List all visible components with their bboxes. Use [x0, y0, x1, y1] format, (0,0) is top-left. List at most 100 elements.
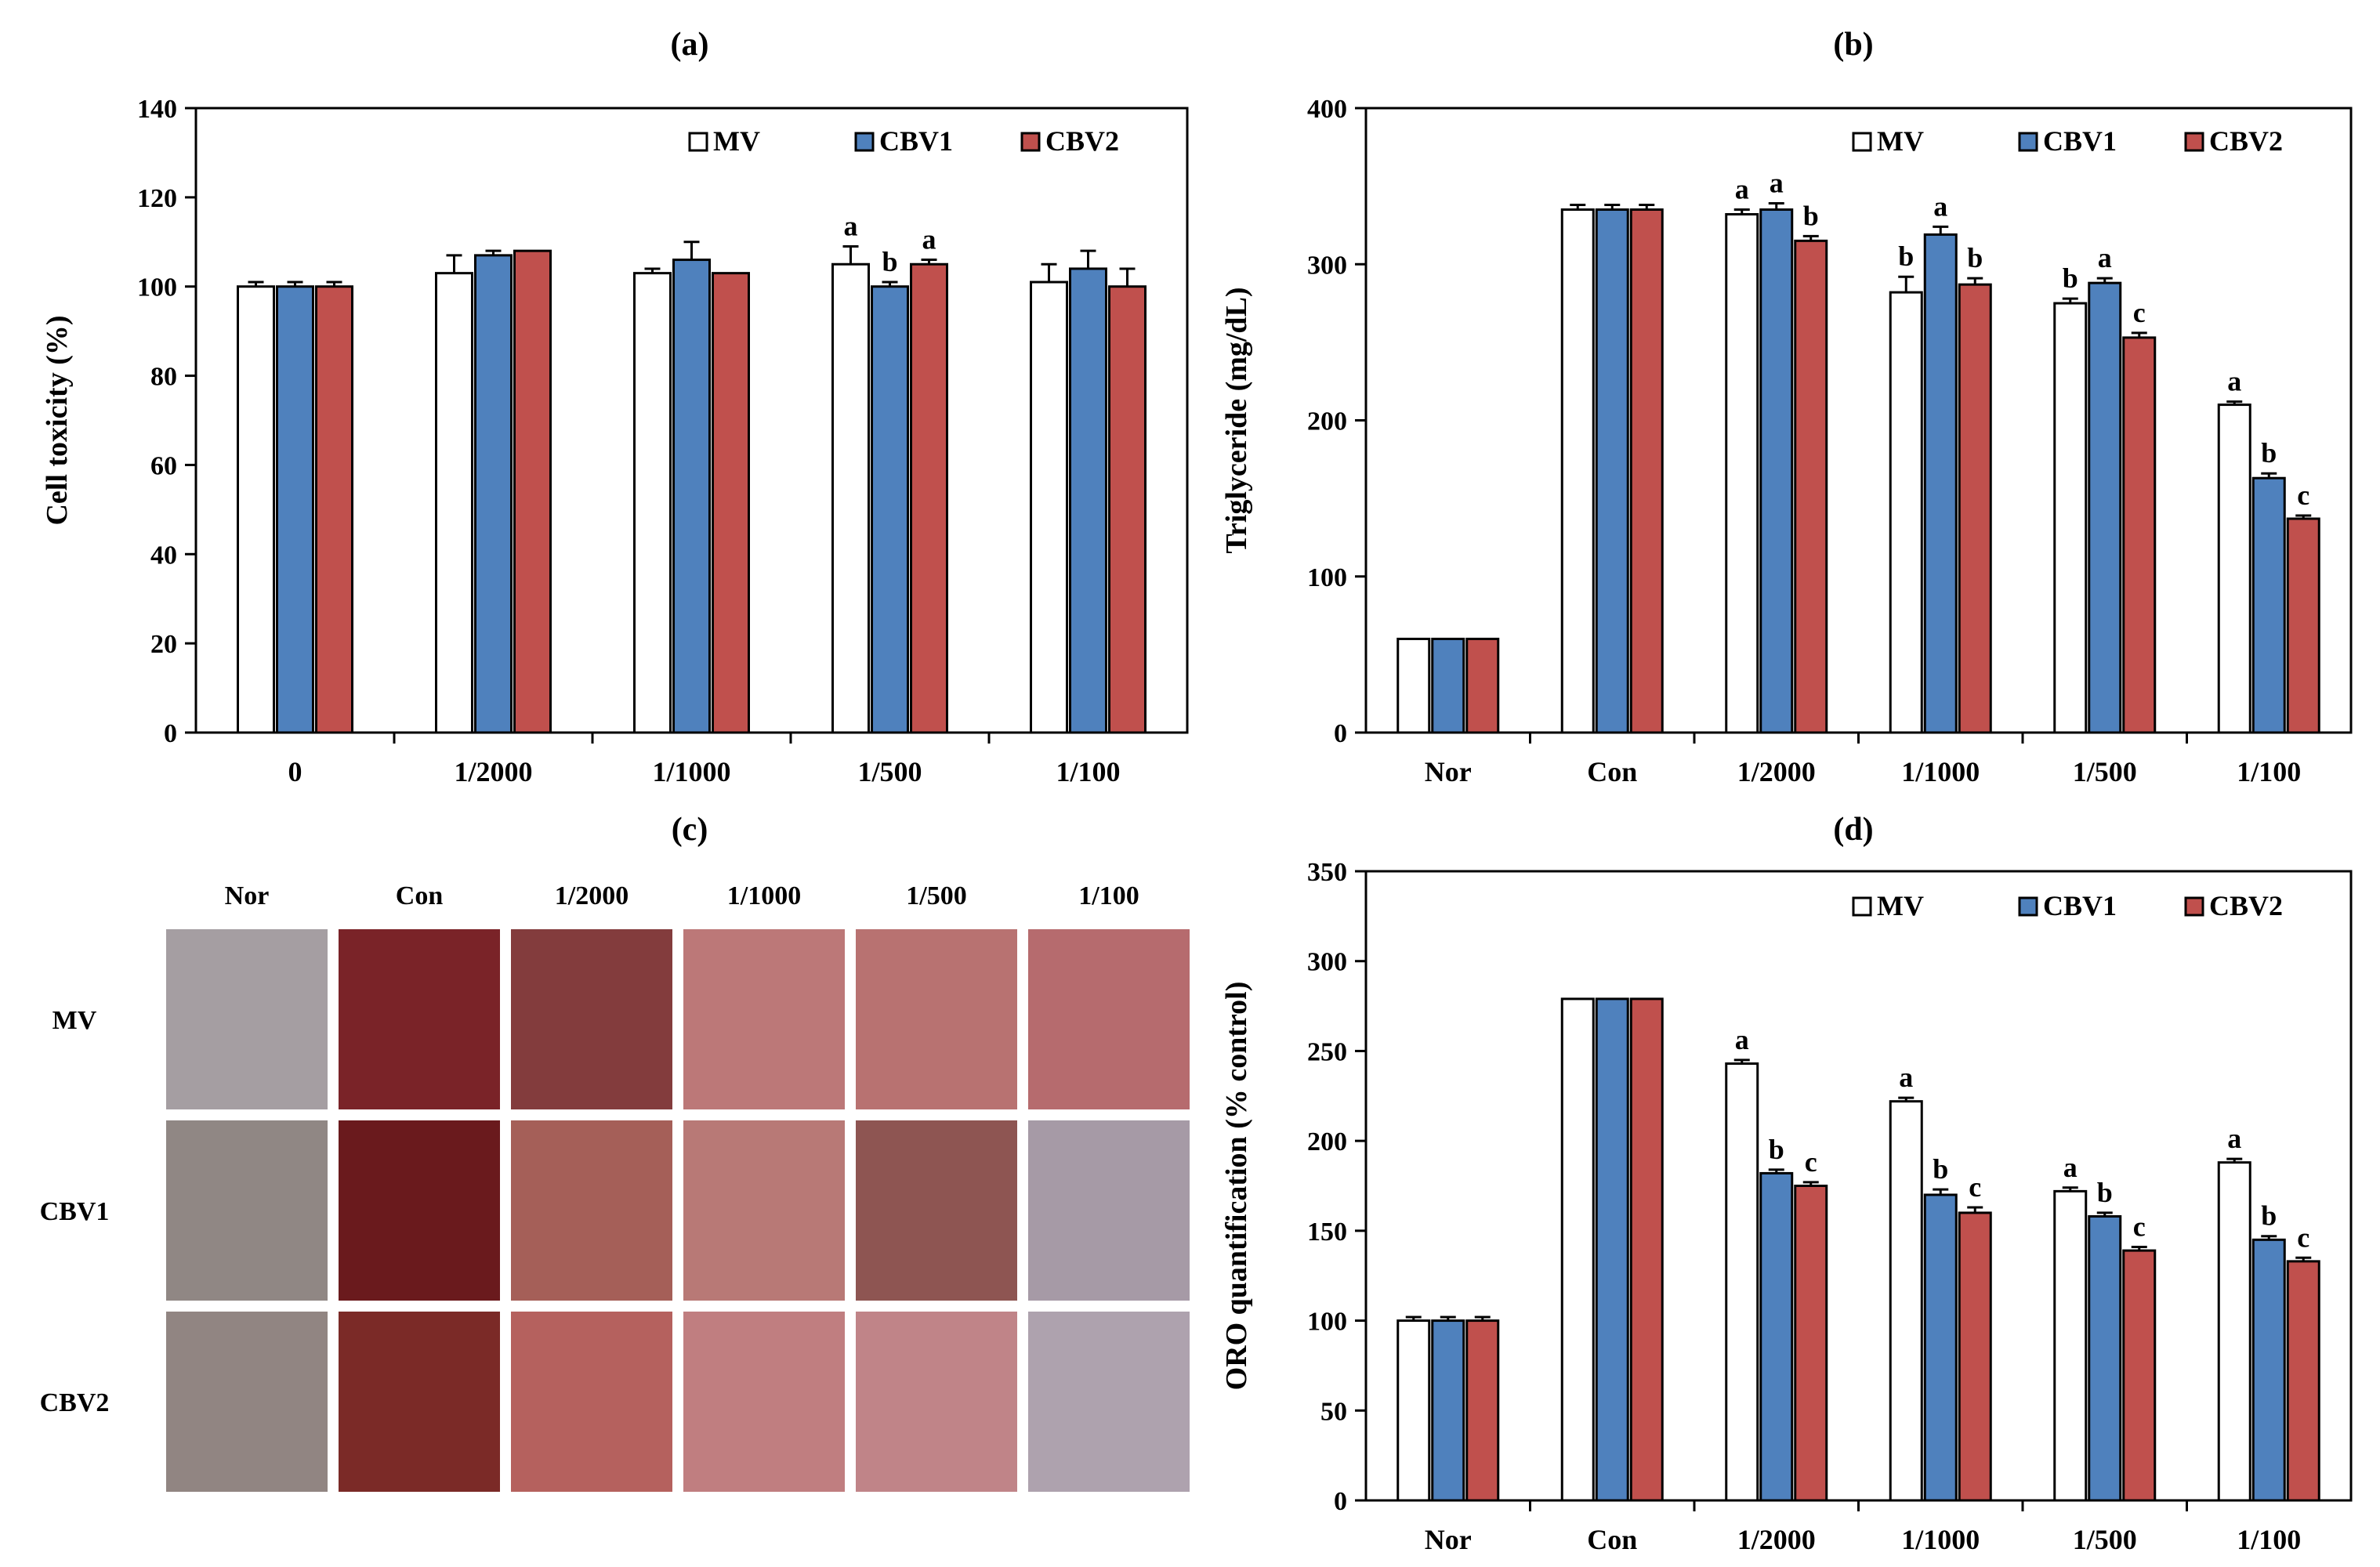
chart-a-legend-swatch-cbv2 — [1020, 132, 1041, 152]
panel-a-title: (a) — [671, 27, 709, 63]
chart-b-bar-cbv2 — [2122, 336, 2157, 734]
chart-a-bar-cbv2 — [910, 262, 948, 734]
chart-b-bar-mv — [1725, 212, 1759, 734]
chart-d-plot-frame — [1364, 870, 2353, 1502]
chart-b-bar-cbv1 — [1431, 637, 1465, 734]
chart-d-bar-cbv2 — [1465, 1319, 1500, 1502]
chart-d-category-label: 1/500 — [2073, 1524, 2137, 1555]
chart-b-bar-cbv2 — [2286, 517, 2320, 734]
chart-a-category-label: 0 — [288, 756, 302, 787]
chart-a-bar-cbv2 — [513, 249, 552, 734]
chart-d-bar-cbv1 — [2088, 1215, 2122, 1502]
chart-b-bar-cbv1 — [2251, 476, 2286, 734]
chart-b-significance-letter: a — [1735, 174, 1749, 205]
stain-tile-shading — [339, 1312, 500, 1492]
chart-a-ytick-label: 80 — [150, 363, 177, 392]
stain-tile-shading — [339, 929, 500, 1109]
stain-row-label: MV — [53, 1006, 97, 1035]
chart-d-bar-mv — [1396, 1319, 1431, 1502]
chart-d-bar-mv — [1725, 1062, 1759, 1502]
chart-d-significance-letter: b — [1933, 1153, 1948, 1185]
chart-a-legend-label-cbv2: CBV2 — [1045, 125, 1119, 157]
chart-d-bar-cbv2 — [1958, 1211, 1992, 1502]
chart-b-legend-label-mv: MV — [1877, 125, 1924, 157]
chart-d-category-label: Con — [1587, 1524, 1637, 1555]
chart-a-ytick-label: 0 — [164, 719, 177, 748]
chart-d-significance-letter: b — [1769, 1134, 1784, 1165]
stain-row-label: CBV2 — [40, 1388, 110, 1417]
chart-b-legend-label-cbv2: CBV2 — [2209, 125, 2283, 157]
chart-a-bar-mv — [633, 272, 672, 734]
chart-a-ytick-label: 60 — [150, 451, 177, 480]
stain-tile-shading — [166, 1312, 328, 1492]
chart-b-category-label: Con — [1587, 756, 1637, 787]
chart-d-significance-letter: a — [2227, 1123, 2241, 1154]
chart-b-bar-cbv1 — [2088, 281, 2122, 734]
chart-d-bar-mv — [1560, 997, 1595, 1502]
chart-b-legend-swatch-cbv2 — [2184, 132, 2204, 152]
chart-a-bar-mv — [1030, 280, 1068, 734]
chart-d-ytick-label: 150 — [1307, 1218, 1347, 1247]
stain-tile-shading — [339, 1120, 500, 1301]
chart-a-legend-label-cbv1: CBV1 — [879, 125, 953, 157]
chart-b-bar-mv — [2217, 404, 2251, 734]
chart-d-significance-letter: b — [2261, 1200, 2277, 1232]
chart-a-bar-cbv2 — [712, 272, 750, 734]
chart-d-bar-mv — [1889, 1100, 1923, 1502]
chart-b-legend-swatch-cbv1 — [2018, 132, 2038, 152]
chart-b-significance-letter: b — [1967, 242, 1983, 273]
chart-d-ytick-label: 300 — [1307, 948, 1347, 977]
chart-d-ytick-label: 100 — [1307, 1308, 1347, 1337]
chart-panel-a: 0 20 40 60 80 100 120 140 Cell toxicity (%) 0 1/20… — [41, 95, 1189, 787]
chart-b-significance-letter: a — [2227, 366, 2241, 397]
chart-b-ytick-label: 300 — [1307, 251, 1347, 280]
chart-a-bar-cbv1 — [474, 254, 513, 734]
chart-b-significance-letter: c — [2133, 297, 2146, 328]
chart-a-ytick-label: 120 — [137, 184, 177, 213]
chart-b-legend-label-cbv1: CBV1 — [2043, 125, 2117, 157]
chart-b-category-label: Nor — [1425, 756, 1472, 787]
stain-column-label: 1/100 — [1078, 881, 1139, 910]
stain-column-label: Con — [396, 881, 444, 910]
chart-d-bar-mv — [2053, 1189, 2088, 1502]
stain-image-grid: Nor Con 1/2000 1/1000 1/500 1/100 MV CBV1 CBV2 — [40, 881, 1190, 1492]
stain-row-label: CBV1 — [40, 1197, 110, 1226]
chart-b-category-label: 1/1000 — [1901, 756, 1980, 787]
stain-tile-shading — [683, 1120, 845, 1301]
chart-b-ytick-label: 200 — [1307, 407, 1347, 436]
chart-d-legend-swatch-cbv2 — [2184, 896, 2204, 917]
chart-b-bar-cbv2 — [1958, 283, 1992, 734]
chart-d-bar-cbv2 — [1794, 1185, 1828, 1502]
chart-d-ytick-label: 0 — [1334, 1487, 1347, 1516]
chart-b-category-label: 1/2000 — [1737, 756, 1816, 787]
chart-a-ytick-label: 20 — [150, 630, 177, 659]
chart-b-bar-mv — [2053, 302, 2088, 734]
chart-a-ytick-label: 100 — [137, 273, 177, 302]
chart-d-legend-swatch-cbv1 — [2018, 896, 2038, 917]
chart-a-category-label: 1/2000 — [454, 756, 532, 787]
chart-d-legend-label-mv: MV — [1877, 890, 1924, 921]
chart-b-ytick-label: 100 — [1307, 563, 1347, 592]
chart-b-category-label: 1/100 — [2237, 756, 2301, 787]
chart-d-y-axis-label: ORO quantification (% control) — [1220, 982, 1253, 1391]
chart-d-bar-mv — [2217, 1161, 2251, 1502]
chart-d-legend-label-cbv2: CBV2 — [2209, 890, 2283, 921]
chart-d-category-label: 1/100 — [2237, 1524, 2301, 1555]
chart-a-bar-cbv1 — [276, 285, 314, 734]
chart-d-bar-cbv1 — [1431, 1319, 1465, 1502]
chart-d-ytick-label: 250 — [1307, 1037, 1347, 1066]
chart-a-legend-label-mv: MV — [713, 125, 760, 157]
chart-b-significance-letter: a — [1933, 190, 1947, 222]
chart-d-bar-cbv2 — [2286, 1260, 2320, 1502]
chart-b-significance-letter: b — [1898, 241, 1914, 272]
stain-tile-shading — [166, 1120, 328, 1301]
chart-d-bar-cbv1 — [2251, 1238, 2286, 1502]
chart-a-significance-letter: a — [844, 210, 858, 241]
stain-tile-shading — [856, 929, 1017, 1109]
stain-tile-shading — [1028, 1312, 1190, 1492]
chart-b-bar-cbv1 — [1759, 208, 1794, 734]
chart-d-significance-letter: c — [2297, 1221, 2309, 1253]
chart-a-legend-swatch-cbv1 — [854, 132, 875, 152]
chart-b-category-label: 1/500 — [2073, 756, 2137, 787]
chart-a-bar-cbv1 — [871, 285, 909, 734]
